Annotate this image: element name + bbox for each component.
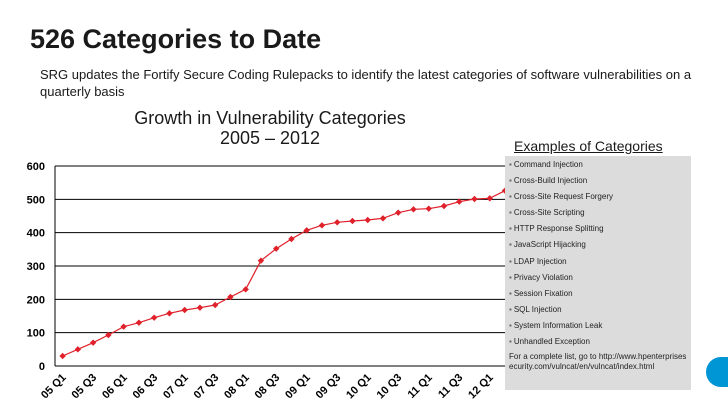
x-tick-label: 11 Q1 xyxy=(406,372,435,401)
y-tick-label: 400 xyxy=(27,228,45,240)
data-point xyxy=(59,352,66,360)
data-point xyxy=(471,195,478,203)
example-item: System Information Leak xyxy=(509,318,689,334)
data-point xyxy=(211,301,219,309)
data-point xyxy=(288,235,295,243)
example-item: SQL Injection xyxy=(509,302,689,318)
data-point xyxy=(410,206,417,213)
example-item: Command Injection xyxy=(509,157,689,173)
data-point xyxy=(425,205,432,212)
chart-title-block: Growth in Vulnerability Categories 2005 … xyxy=(110,108,430,148)
example-item: Cross-Build Injection xyxy=(509,173,689,189)
x-tick-label: 07 Q1 xyxy=(161,372,191,402)
examples-list: Command Injection Cross-Build Injection … xyxy=(509,157,689,350)
y-tick-label: 100 xyxy=(27,328,45,340)
data-point xyxy=(227,293,234,301)
nav-badge[interactable] xyxy=(706,357,728,387)
x-tick-label: 07 Q3 xyxy=(192,372,222,402)
data-point xyxy=(456,198,463,205)
example-item: JavaScript Hijacking xyxy=(509,237,689,253)
data-point xyxy=(272,245,280,252)
data-point xyxy=(334,219,341,226)
example-item: LDAP Injection xyxy=(509,254,689,270)
data-point xyxy=(318,222,326,229)
x-tick-label: 06 Q1 xyxy=(100,372,130,402)
data-point xyxy=(166,310,173,317)
data-point xyxy=(364,216,371,224)
x-tick-label: 05 Q3 xyxy=(70,372,100,402)
data-point xyxy=(105,331,112,339)
example-item: Session Fixation xyxy=(509,286,689,302)
data-point xyxy=(395,209,402,216)
chart-title: Growth in Vulnerability Categories xyxy=(134,108,406,128)
data-point xyxy=(181,306,188,314)
x-tick-label: 08 Q1 xyxy=(222,372,252,402)
data-point xyxy=(196,304,204,311)
example-item: HTTP Response Splitting xyxy=(509,221,689,237)
data-point xyxy=(120,323,127,330)
examples-heading: Examples of Categories xyxy=(514,138,663,154)
y-tick-label: 500 xyxy=(27,194,45,206)
example-item: Cross-Site Request Forgery xyxy=(509,189,689,205)
example-item: Privacy Violation xyxy=(509,270,689,286)
series-line xyxy=(62,190,505,357)
examples-note[interactable]: For a complete list, go to http://www.hp… xyxy=(509,352,687,371)
x-tick-label: 10 Q1 xyxy=(344,372,374,402)
data-point xyxy=(379,215,387,222)
chart-subtitle: 2005 – 2012 xyxy=(219,128,321,148)
page-subtitle: SRG updates the Fortify Secure Coding Ru… xyxy=(40,67,692,99)
data-point xyxy=(349,217,356,225)
example-item: Unhandled Exception xyxy=(509,334,689,350)
data-point xyxy=(135,319,143,326)
page-title: 526 Categories to Date xyxy=(30,24,322,54)
y-tick-label: 600 xyxy=(27,161,45,173)
y-tick-label: 200 xyxy=(27,294,45,306)
data-point xyxy=(486,195,493,202)
x-tick-label: 08 Q3 xyxy=(253,372,283,402)
x-tick-label: 06 Q3 xyxy=(131,372,161,402)
x-tick-label: 11 Q3 xyxy=(436,372,465,401)
data-point xyxy=(89,339,97,346)
x-tick-label: 12 Q1 xyxy=(466,372,496,402)
data-point xyxy=(501,187,505,194)
data-point xyxy=(303,227,310,234)
y-tick-label: 0 xyxy=(39,361,45,373)
x-tick-label: 05 Q1 xyxy=(39,372,69,402)
data-point xyxy=(242,286,249,293)
y-tick-label: 300 xyxy=(27,261,45,273)
x-tick-label: 09 Q1 xyxy=(283,372,313,402)
example-item: Cross-Site Scripting xyxy=(509,205,689,221)
data-point xyxy=(150,314,158,321)
data-point xyxy=(257,257,265,264)
x-tick-label: 10 Q3 xyxy=(375,372,405,402)
data-point xyxy=(74,346,82,353)
x-tick-label: 09 Q3 xyxy=(314,372,344,402)
data-point xyxy=(440,202,448,210)
